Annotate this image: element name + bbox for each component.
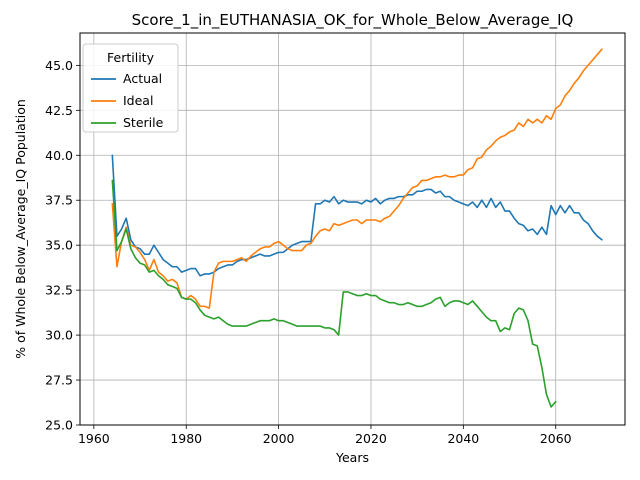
series-lines (111, 48, 603, 408)
plot-frame (79, 32, 626, 426)
x-tick-label: 1960 (78, 431, 110, 446)
y-tick-label: 37.5 (45, 193, 73, 208)
legend-label-ideal: Ideal (123, 93, 153, 108)
grid (80, 33, 625, 426)
x-tick-label: 2060 (540, 431, 572, 446)
axis-ticks: 1960 1980 2000 2020 2040 2060 25.0 27.5 30.0 32.5… (45, 58, 572, 446)
series-line-sterile (111, 179, 557, 408)
y-tick-label: 35.0 (45, 238, 73, 253)
legend-label-sterile: Sterile (123, 115, 164, 130)
series-line-ideal (111, 48, 603, 309)
y-axis-title: % of Whole Below_Average_IQ Population (13, 99, 28, 359)
y-tick-label: 45.0 (45, 58, 73, 73)
legend-box (82, 43, 179, 133)
legend-title: Fertility (107, 50, 155, 65)
y-tick-label: 32.5 (45, 283, 73, 298)
series-line-actual (111, 154, 603, 277)
x-tick-label: 1980 (170, 431, 202, 446)
x-tick-label: 2040 (447, 431, 479, 446)
y-tick-label: 25.0 (45, 418, 73, 433)
legend: Fertility Actual Ideal Sterile (82, 43, 179, 133)
y-tick-label: 30.0 (45, 328, 73, 343)
y-tick-label: 27.5 (45, 373, 73, 388)
x-axis-title: Years (335, 450, 369, 465)
y-tick-label: 42.5 (45, 103, 73, 118)
x-tick-label: 2000 (263, 431, 295, 446)
chart-title: Score_1_in_EUTHANASIA_OK_for_Whole_Below… (132, 11, 574, 30)
x-tick-label: 2020 (355, 431, 387, 446)
y-tick-label: 40.0 (45, 148, 73, 163)
legend-label-actual: Actual (123, 71, 162, 86)
